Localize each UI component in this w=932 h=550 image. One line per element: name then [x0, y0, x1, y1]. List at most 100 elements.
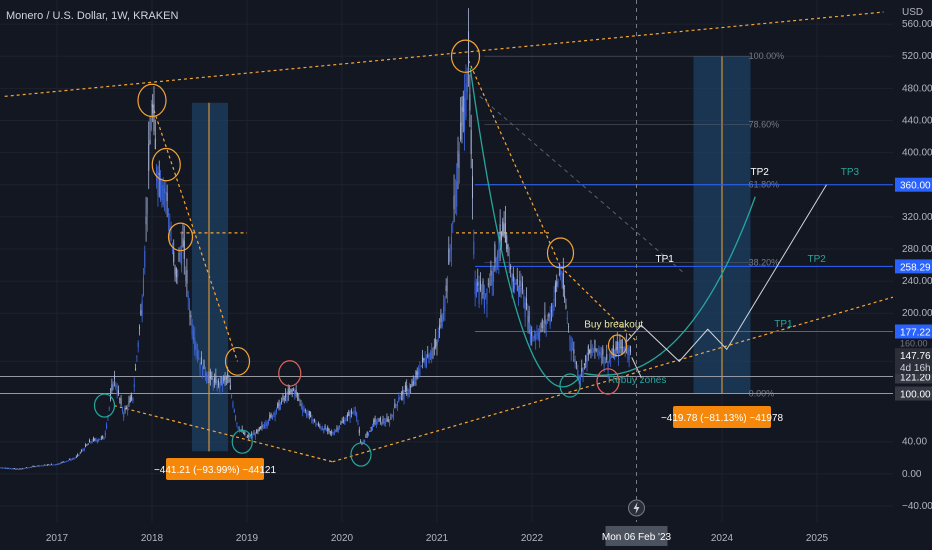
- candle-body: [162, 185, 164, 206]
- top-circle: [450, 39, 481, 73]
- candle-body: [219, 384, 221, 389]
- candle-body: [327, 427, 329, 431]
- lightning-icon-glyph: [633, 502, 640, 514]
- candle-body: [35, 466, 37, 468]
- candle-body: [568, 326, 570, 328]
- cup-curve: [469, 68, 580, 388]
- candle-body: [360, 441, 362, 443]
- time-tick: 2022: [521, 533, 544, 544]
- candle-body: [354, 410, 356, 415]
- candle-body: [507, 244, 509, 256]
- candle-body: [439, 324, 441, 330]
- candle-body: [171, 250, 173, 252]
- time-tick: 2019: [236, 533, 259, 544]
- candle-body: [398, 398, 400, 402]
- candle-body: [328, 428, 330, 432]
- candle-body: [129, 397, 131, 403]
- candle-body: [337, 427, 339, 432]
- candle-body: [115, 384, 117, 388]
- candle-body: [404, 385, 406, 393]
- price-tick: −40.00: [902, 501, 932, 512]
- candle-body: [299, 400, 301, 402]
- candle-body: [402, 389, 404, 395]
- candle-body: [70, 459, 72, 461]
- candle-body: [458, 153, 460, 169]
- candle-body: [378, 418, 380, 422]
- tp3-blue-label: TP3: [841, 167, 860, 178]
- candle-body: [449, 250, 451, 252]
- candle-body: [117, 390, 119, 395]
- currency-label: USD: [902, 7, 923, 18]
- candle-body: [132, 397, 134, 402]
- candle-body: [3, 467, 5, 469]
- candle-body: [420, 365, 422, 367]
- level-price-badge: [895, 324, 932, 339]
- candle-body: [291, 390, 293, 392]
- candle-body: [178, 252, 180, 262]
- candle-body: [543, 325, 545, 328]
- current-price-label: 147.76: [900, 351, 931, 362]
- candle-body: [189, 308, 191, 319]
- candle-body: [12, 468, 14, 470]
- candle-body: [494, 244, 496, 263]
- candle-body: [153, 103, 155, 132]
- candle-body: [487, 283, 489, 285]
- candle-body: [479, 281, 481, 291]
- tp1-white-label: TP1: [656, 254, 675, 265]
- candle-body: [0, 467, 1, 469]
- time-tick: 2024: [711, 533, 734, 544]
- candle-body: [374, 418, 376, 422]
- candle-body: [82, 449, 84, 451]
- candle-body: [366, 431, 368, 436]
- candle-body: [186, 269, 188, 284]
- candle-body: [629, 346, 631, 353]
- time-axis[interactable]: 2017 2018 2019 2020 2021 2022 2024 2025 Mon 06 F…: [0, 522, 932, 550]
- candle-body: [454, 195, 456, 197]
- candle-body: [264, 424, 266, 429]
- candle-body: [345, 418, 347, 421]
- candle-body: [423, 358, 425, 361]
- candle-body: [283, 398, 285, 400]
- measure-badge-2023-bg: [673, 406, 771, 428]
- candle-body: [204, 371, 206, 377]
- candle-body: [67, 460, 69, 462]
- candle-body: [137, 342, 139, 348]
- candle-body: [208, 376, 210, 378]
- candle-body: [71, 458, 73, 460]
- candle-body: [216, 384, 218, 390]
- candle-body: [435, 339, 437, 347]
- rebuy-circle-red: [596, 368, 620, 395]
- candle-body: [141, 300, 143, 317]
- candle-body: [478, 287, 480, 304]
- candle-body: [473, 241, 475, 255]
- candle-body: [239, 428, 241, 432]
- top-circle: [167, 222, 194, 252]
- candle-body: [41, 465, 43, 467]
- candle-body: [393, 411, 395, 417]
- candle-body: [518, 285, 520, 294]
- candle-body: [627, 346, 629, 355]
- price-tick: 320.00: [902, 212, 932, 223]
- price-tick: 0.00: [902, 469, 922, 480]
- candle-body: [331, 431, 333, 434]
- candle-body: [56, 464, 58, 466]
- buy-breakout-label: Buy breakout: [584, 320, 643, 331]
- time-tick: 2025: [806, 533, 829, 544]
- candle-body: [233, 409, 235, 413]
- candle-body: [525, 298, 527, 310]
- candle-body: [506, 235, 508, 250]
- breakout-circle: [607, 334, 628, 357]
- candle-body: [390, 417, 392, 419]
- candle-body: [224, 376, 226, 380]
- price-axis[interactable]: −40.000.0040.00100.00140.00200.00240.002…: [893, 0, 932, 522]
- candle-body: [136, 356, 138, 358]
- candle-body: [29, 467, 31, 469]
- candle-body: [406, 385, 408, 392]
- candle-body: [273, 413, 275, 415]
- candle-body: [179, 253, 181, 255]
- candle-body: [482, 281, 484, 295]
- candle-body: [319, 426, 321, 428]
- price-tick: 480.00: [902, 83, 932, 94]
- candle-body: [353, 411, 355, 413]
